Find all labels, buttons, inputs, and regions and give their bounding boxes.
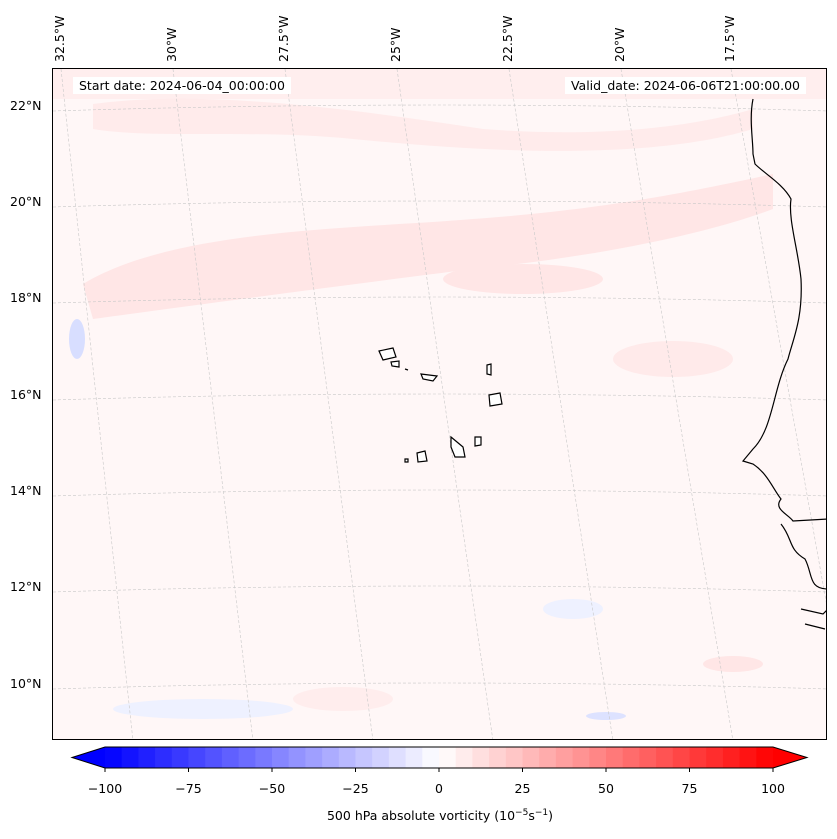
- colorbar-bin: [639, 747, 657, 768]
- longitude-label: 32.5°W: [52, 15, 67, 62]
- colorbar-bin: [238, 747, 256, 768]
- longitude-label: 27.5°W: [276, 15, 291, 62]
- longitude-gridline: [730, 69, 826, 603]
- colorbar-bin: [756, 747, 774, 768]
- cape-verde-islands: [378, 347, 503, 463]
- colorbar-bin: [656, 747, 674, 768]
- longitude-gridline: [396, 69, 494, 739]
- longitude-gridline: [508, 69, 613, 739]
- colorbar-bin: [288, 747, 306, 768]
- colorbar-bin: [522, 747, 540, 768]
- valid-date-label: Valid_date: 2024-06-06T21:00:00.00: [564, 77, 806, 94]
- start-date-label: Start date: 2024-06-04_00:00:00: [73, 77, 291, 94]
- colorbar-label-text: 500 hPa absolute vorticity (10: [326, 808, 516, 824]
- colorbar-bin: [388, 747, 407, 768]
- colorbar-bin: [105, 747, 123, 768]
- colorbar-bin: [606, 747, 624, 768]
- latitude-label: 16°N: [10, 387, 42, 402]
- colorbar: [70, 746, 809, 772]
- colorbar-bin: [355, 747, 373, 768]
- colorbar-bin: [155, 747, 173, 768]
- colorbar-bin: [455, 747, 473, 768]
- latitude-gridline: [53, 585, 826, 593]
- colorbar-bin: [405, 747, 423, 768]
- colorbar-tick-label: −50: [258, 781, 286, 796]
- colorbar-label-unit: s: [528, 808, 535, 824]
- colorbar-bin: [305, 747, 323, 768]
- colorbar-bin: [272, 747, 290, 768]
- latitude-label: 20°N: [10, 194, 42, 209]
- latitude-label: 10°N: [10, 676, 42, 691]
- colorbar-label-close: ): [548, 808, 553, 824]
- latitude-gridline: [53, 296, 826, 304]
- colorbar-bin: [572, 747, 590, 768]
- latitude-label: 14°N: [10, 483, 42, 498]
- colorbar-tick-label: 0: [435, 781, 443, 796]
- colorbar-bin: [722, 747, 741, 768]
- colorbar-label: 500 hPa absolute vorticity (10−5s−1): [0, 808, 837, 823]
- negative-vorticity-patches: [69, 319, 626, 720]
- latitude-gridline: [53, 200, 826, 208]
- colorbar-bin: [338, 747, 356, 768]
- colorbar-bin: [221, 747, 240, 768]
- colorbar-tick-label: −75: [175, 781, 202, 796]
- latitude-gridline: [53, 489, 826, 497]
- colorbar-bin: [439, 747, 457, 768]
- colorbar-tick-label: 25: [514, 781, 531, 796]
- colorbar-bin: [739, 747, 757, 768]
- colorbar-bin: [322, 747, 340, 768]
- colorbar-bin: [205, 747, 223, 768]
- colorbar-bin: [121, 747, 139, 768]
- colorbar-bin: [706, 747, 724, 768]
- colorbar-extend-max: [773, 747, 807, 768]
- colorbar-bin: [138, 747, 156, 768]
- graticule: [53, 69, 826, 739]
- latitude-label: 18°N: [10, 290, 42, 305]
- longitude-gridline: [284, 69, 374, 739]
- longitude-label: 22.5°W: [500, 15, 515, 62]
- longitude-gridline: [60, 69, 134, 739]
- latitude-gridline: [53, 682, 826, 690]
- longitude-label: 20°W: [612, 27, 627, 62]
- colorbar-tick-label: −25: [342, 781, 369, 796]
- colorbar-tick-label: −100: [87, 781, 123, 796]
- longitude-label: 17.5°W: [722, 15, 737, 62]
- latitude-label: 12°N: [10, 579, 42, 594]
- colorbar-bin: [505, 747, 523, 768]
- colorbar-bin: [255, 747, 273, 768]
- latitude-gridline: [53, 393, 826, 401]
- longitude-gridline: [172, 69, 254, 739]
- longitude-gridline: [620, 69, 733, 739]
- map-canvas: [53, 69, 826, 739]
- latitude-label: 22°N: [10, 98, 42, 113]
- longitude-label: 30°W: [164, 27, 179, 62]
- colorbar-bin: [672, 747, 690, 768]
- colorbar-bin: [489, 747, 507, 768]
- colorbar-tick-label: 75: [681, 781, 698, 796]
- vorticity-field: [53, 69, 826, 711]
- colorbar-bin: [422, 747, 440, 768]
- longitude-label: 25°W: [388, 27, 403, 62]
- colorbar-bin: [689, 747, 707, 768]
- coastline: [741, 98, 826, 630]
- colorbar-bin: [188, 747, 206, 768]
- colorbar-tick-label: 100: [761, 781, 785, 796]
- colorbar-extend-min: [72, 747, 105, 768]
- colorbar-bin: [589, 747, 607, 768]
- colorbar-tick-label: 50: [598, 781, 614, 796]
- colorbar-label-exp: −5: [515, 808, 529, 818]
- colorbar-label-exp2: −1: [534, 808, 549, 818]
- colorbar-bin: [539, 747, 557, 768]
- map-panel: Start date: 2024-06-04_00:00:00 Valid_da…: [52, 68, 827, 740]
- colorbar-bin: [372, 747, 390, 768]
- colorbar-bin: [622, 747, 640, 768]
- colorbar-bin: [555, 747, 574, 768]
- colorbar-bin: [472, 747, 490, 768]
- latitude-gridline: [53, 104, 826, 112]
- colorbar-bin: [171, 747, 189, 768]
